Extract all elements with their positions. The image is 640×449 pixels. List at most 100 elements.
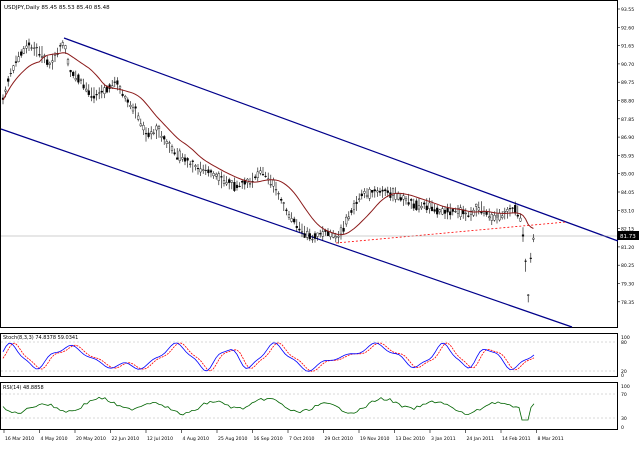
candle-body [306, 231, 309, 238]
current-price-tag [618, 231, 639, 240]
candle-body [527, 294, 530, 296]
time-axis: 16 Mar 2010 4 May 2010 20 May 2010 22 Jun 2… [3, 430, 564, 442]
candle-body [30, 47, 33, 49]
price-tick-label: 92.60 [621, 25, 634, 31]
candle-body [131, 107, 135, 112]
candle-body [363, 191, 366, 194]
candle-body [412, 203, 415, 209]
candle-body [475, 203, 478, 207]
candle-body [85, 88, 88, 92]
candle-body [264, 175, 267, 177]
candle-body [7, 78, 10, 82]
candle-body [332, 233, 335, 238]
candle-body [477, 207, 480, 211]
price-tick-label: 78.35 [621, 300, 634, 306]
candle-body [326, 231, 330, 236]
candle-body [521, 234, 525, 237]
candle-body [233, 182, 236, 191]
candle-body [69, 70, 72, 73]
candle-body [368, 189, 371, 199]
candle-body [446, 208, 449, 213]
candle-body [277, 193, 280, 195]
candle-body [165, 141, 168, 144]
price-tick-label: 91.65 [621, 44, 634, 50]
candle-body [196, 168, 200, 170]
candle-body [72, 71, 75, 77]
candle-body [384, 189, 387, 192]
candle-body [443, 209, 447, 214]
price-tick-label: 85.95 [621, 153, 634, 159]
time-tick-label: 16 Mar 2010 [5, 436, 34, 442]
candle-body [280, 199, 283, 201]
channel-upper-line[interactable] [63, 37, 619, 242]
candle-body [225, 182, 228, 185]
price-candles [1, 38, 535, 303]
candle-body [25, 45, 28, 49]
candle-body [399, 197, 402, 201]
candle-body [404, 198, 408, 201]
candle-body [480, 211, 483, 214]
candle-body [472, 209, 475, 216]
candle-body [436, 207, 439, 215]
candle-body [259, 170, 262, 174]
candle-body [186, 158, 189, 161]
time-tick-label: 7 Oct 2010 [289, 436, 315, 442]
current-price-label: 81.73 [620, 234, 636, 240]
rsi-axis: 100 70 30 0 [621, 384, 630, 431]
stoch-axis-label: 100 [621, 335, 630, 341]
candle-body [59, 45, 62, 47]
candle-body [508, 208, 512, 210]
candle-body [454, 211, 457, 213]
candle-body [428, 202, 431, 209]
candle-body [339, 227, 343, 235]
candle-body [4, 89, 7, 92]
candle-body [488, 216, 491, 219]
candle-body [113, 81, 116, 83]
candle-body [360, 193, 363, 197]
time-tick-label: 16 Sep 2010 [254, 436, 283, 442]
candle-body [222, 180, 226, 184]
price-tick-label: 88.80 [621, 99, 634, 105]
candle-body [168, 142, 171, 144]
candle-body [373, 189, 376, 192]
candle-body [482, 211, 486, 214]
candle-body [308, 233, 311, 240]
price-tick-label: 81.20 [621, 245, 634, 251]
candle-body [217, 173, 220, 181]
candle-body [22, 48, 25, 54]
candle-body [469, 210, 473, 215]
candle-body [254, 176, 257, 179]
candle-body [402, 195, 405, 200]
candle-body [272, 180, 275, 187]
support-trend-line[interactable] [335, 221, 567, 244]
candle-body [285, 209, 288, 212]
candle-body [46, 59, 49, 65]
candle-body [215, 173, 218, 177]
candle-body [376, 190, 379, 193]
candle-body [66, 59, 70, 65]
candle-body [241, 181, 244, 183]
candle-body [202, 169, 205, 171]
candle-body [142, 125, 145, 131]
candle-body [490, 214, 493, 221]
candle-body [524, 260, 527, 262]
time-tick-label: 22 Jun 2010 [112, 436, 140, 442]
candle-body [425, 205, 428, 211]
stoch-title: Stoch(8,3,3) 74.8378 59.0341 [3, 335, 78, 341]
candle-body [456, 208, 460, 214]
candle-body [98, 92, 101, 94]
candle-body [495, 214, 499, 218]
symbol-title: USDJPY,Daily 85.45 85.53 85.40 85.48 [4, 5, 110, 11]
moving-average-line [2, 52, 534, 236]
candle-body [449, 211, 452, 216]
rsi-pane[interactable] [0, 382, 618, 430]
stoch-pane[interactable] [0, 333, 618, 377]
candle-body [147, 132, 150, 137]
channel-lower-line[interactable] [0, 128, 573, 328]
candle-body [316, 232, 319, 237]
candle-body [64, 45, 67, 50]
candle-body [381, 189, 384, 192]
price-pane[interactable] [0, 0, 618, 328]
